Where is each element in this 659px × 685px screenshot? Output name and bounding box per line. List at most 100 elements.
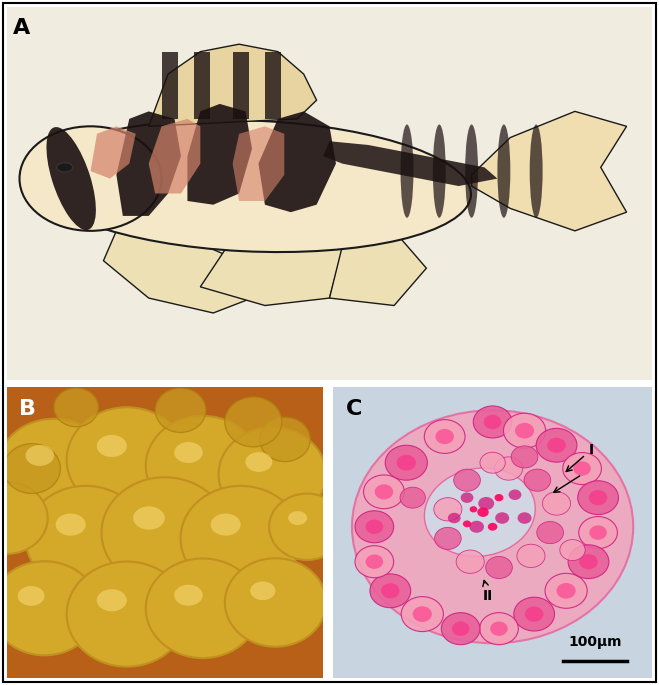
- Ellipse shape: [156, 388, 206, 432]
- Ellipse shape: [413, 606, 432, 622]
- Ellipse shape: [250, 582, 275, 600]
- Bar: [265, 51, 281, 119]
- Ellipse shape: [0, 501, 7, 516]
- Ellipse shape: [67, 562, 187, 667]
- Polygon shape: [187, 104, 252, 205]
- Ellipse shape: [181, 486, 301, 591]
- Polygon shape: [200, 238, 343, 306]
- Ellipse shape: [498, 125, 510, 218]
- Ellipse shape: [494, 494, 503, 501]
- Ellipse shape: [517, 544, 545, 567]
- Ellipse shape: [488, 523, 498, 531]
- Ellipse shape: [536, 428, 577, 462]
- Ellipse shape: [424, 468, 535, 556]
- Ellipse shape: [448, 513, 461, 523]
- Ellipse shape: [478, 497, 494, 510]
- Ellipse shape: [452, 621, 469, 636]
- Ellipse shape: [401, 125, 413, 218]
- Ellipse shape: [579, 554, 598, 569]
- Ellipse shape: [461, 493, 473, 503]
- Ellipse shape: [133, 506, 165, 530]
- Polygon shape: [323, 141, 498, 186]
- Ellipse shape: [3, 444, 61, 493]
- Ellipse shape: [463, 521, 471, 527]
- Ellipse shape: [211, 514, 241, 536]
- Ellipse shape: [469, 521, 484, 533]
- Ellipse shape: [433, 125, 445, 218]
- Ellipse shape: [231, 443, 250, 477]
- Ellipse shape: [370, 574, 411, 608]
- Polygon shape: [472, 112, 627, 231]
- Ellipse shape: [97, 435, 127, 457]
- Ellipse shape: [542, 492, 571, 515]
- Ellipse shape: [54, 388, 98, 427]
- Ellipse shape: [477, 508, 489, 517]
- Polygon shape: [117, 112, 181, 216]
- Text: 100μm: 100μm: [568, 635, 621, 649]
- Ellipse shape: [355, 511, 393, 543]
- Ellipse shape: [225, 558, 326, 647]
- Ellipse shape: [174, 442, 203, 463]
- Polygon shape: [149, 119, 200, 194]
- Polygon shape: [103, 216, 252, 313]
- Ellipse shape: [456, 550, 484, 573]
- Ellipse shape: [67, 408, 187, 512]
- Polygon shape: [330, 231, 426, 306]
- Ellipse shape: [288, 511, 307, 525]
- Ellipse shape: [573, 461, 591, 476]
- Ellipse shape: [453, 469, 480, 491]
- Ellipse shape: [484, 414, 501, 429]
- Ellipse shape: [26, 445, 54, 466]
- Ellipse shape: [401, 597, 444, 632]
- Ellipse shape: [82, 445, 101, 480]
- Ellipse shape: [0, 482, 47, 554]
- Ellipse shape: [589, 525, 607, 540]
- Ellipse shape: [509, 490, 521, 500]
- Bar: [194, 51, 210, 119]
- Ellipse shape: [156, 436, 174, 471]
- Bar: [233, 51, 249, 119]
- Text: C: C: [345, 399, 362, 419]
- Ellipse shape: [424, 420, 465, 453]
- Ellipse shape: [352, 410, 633, 643]
- Ellipse shape: [442, 612, 480, 645]
- Ellipse shape: [260, 417, 310, 462]
- Ellipse shape: [47, 127, 96, 230]
- Ellipse shape: [0, 419, 111, 519]
- Polygon shape: [149, 45, 316, 126]
- Ellipse shape: [434, 527, 461, 549]
- Ellipse shape: [495, 512, 509, 524]
- Ellipse shape: [547, 438, 566, 453]
- Ellipse shape: [219, 427, 326, 521]
- Ellipse shape: [480, 452, 505, 473]
- Ellipse shape: [18, 586, 45, 606]
- Ellipse shape: [473, 406, 512, 438]
- Ellipse shape: [530, 125, 542, 218]
- Ellipse shape: [33, 120, 471, 252]
- Ellipse shape: [269, 494, 345, 560]
- Ellipse shape: [568, 545, 609, 579]
- Ellipse shape: [514, 597, 554, 631]
- Text: B: B: [19, 399, 36, 419]
- Ellipse shape: [556, 583, 576, 599]
- Ellipse shape: [146, 416, 260, 515]
- Ellipse shape: [375, 484, 393, 499]
- Ellipse shape: [436, 429, 454, 444]
- Ellipse shape: [101, 477, 228, 588]
- Ellipse shape: [465, 125, 478, 218]
- Ellipse shape: [511, 446, 538, 468]
- Ellipse shape: [146, 558, 260, 658]
- Ellipse shape: [588, 490, 608, 506]
- Ellipse shape: [386, 445, 428, 480]
- Ellipse shape: [470, 506, 477, 512]
- Ellipse shape: [57, 163, 72, 172]
- Ellipse shape: [525, 606, 544, 622]
- Polygon shape: [90, 126, 136, 179]
- Ellipse shape: [97, 589, 127, 611]
- Ellipse shape: [494, 457, 523, 480]
- Ellipse shape: [579, 516, 617, 549]
- Ellipse shape: [225, 397, 282, 447]
- Ellipse shape: [366, 554, 383, 569]
- Ellipse shape: [366, 519, 383, 534]
- Text: II: II: [483, 580, 494, 603]
